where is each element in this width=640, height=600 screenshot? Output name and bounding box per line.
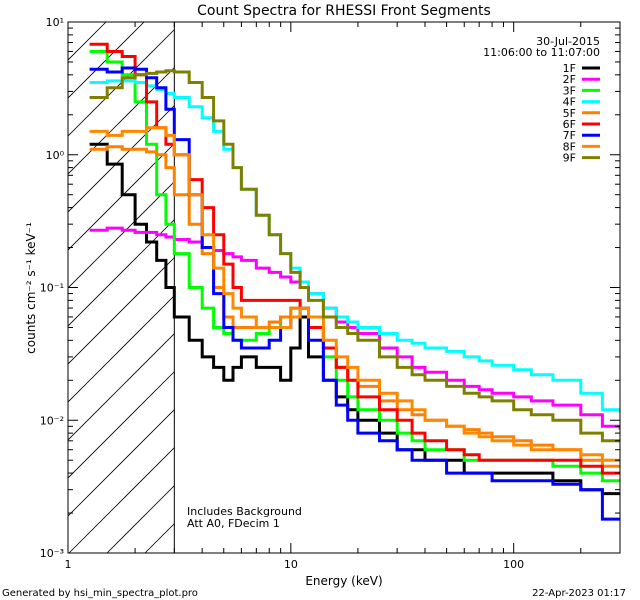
excluded-energy-region bbox=[68, 22, 620, 553]
legend-label-5f: 5F bbox=[563, 107, 576, 120]
x-tick-label: 10 bbox=[284, 558, 298, 571]
series-lines bbox=[89, 42, 620, 521]
x-tick-label: 1 bbox=[65, 558, 72, 571]
legend-label-3f: 3F bbox=[563, 84, 576, 97]
annotation-background: Includes Background bbox=[187, 505, 302, 518]
legend-label-8f: 8F bbox=[563, 140, 576, 153]
chart-title: Count Spectra for RHESSI Front Segments bbox=[197, 3, 491, 19]
y-tick-labels: 10⁻³ 10⁻² 10⁻¹ 10⁰ 10¹ bbox=[40, 16, 65, 560]
y-tick-label: 10⁻³ bbox=[40, 547, 64, 560]
axis-ticks bbox=[67, 22, 621, 554]
hatch-mask bbox=[174, 22, 620, 553]
timestamp-label: 22-Apr-2023 01:17 bbox=[532, 588, 626, 599]
y-axis-label: counts cm⁻² s⁻¹ keV⁻¹ bbox=[24, 222, 38, 354]
legend-label-2f: 2F bbox=[563, 73, 576, 86]
legend-label-4f: 4F bbox=[563, 96, 576, 109]
generated-by-label: Generated by hsi_min_spectra_plot.pro bbox=[2, 588, 198, 599]
x-tick-labels: 1 10 100 bbox=[65, 558, 525, 571]
y-tick-label: 10¹ bbox=[46, 16, 64, 29]
y-tick-label: 10⁻² bbox=[40, 414, 64, 427]
hatch-stripe bbox=[68, 22, 183, 137]
legend-label-1f: 1F bbox=[563, 62, 576, 75]
legend-label-6f: 6F bbox=[563, 118, 576, 131]
annotation-attenuator: Att A0, FDecim 1 bbox=[187, 517, 280, 530]
y-tick-label: 10⁻¹ bbox=[40, 282, 64, 295]
series-line-9f bbox=[89, 69, 620, 443]
date-label: 30-Jul-2015 bbox=[536, 35, 600, 48]
legend-label-7f: 7F bbox=[563, 129, 576, 142]
x-axis-label: Energy (keV) bbox=[305, 574, 382, 588]
x-tick-label: 100 bbox=[503, 558, 524, 571]
time-range-label: 11:06:00 to 11:07:00 bbox=[483, 46, 600, 59]
legend-label-9f: 9F bbox=[563, 152, 576, 165]
y-tick-label: 10⁰ bbox=[46, 149, 65, 162]
hatch-stripe bbox=[68, 22, 221, 175]
series-line-8f bbox=[89, 126, 620, 462]
